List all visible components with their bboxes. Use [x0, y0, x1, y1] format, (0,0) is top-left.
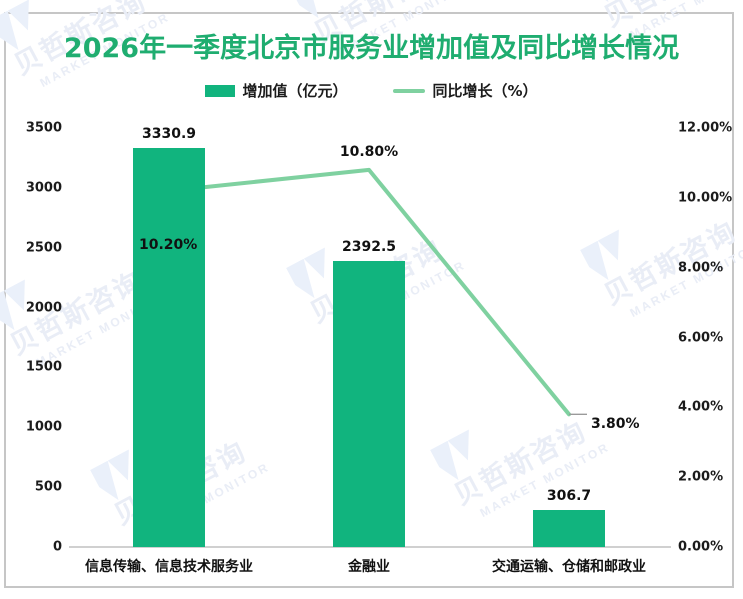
legend-line-swatch-icon: [393, 88, 426, 93]
x-axis-label-1: 信息传输、信息技术服务业: [85, 559, 253, 575]
watermark-logo-icon: [290, 0, 348, 23]
left-axis-labels: 0 500 1000 1500 2000 2500 3000 3500: [8, 121, 62, 555]
plot-area: 3330.9 2392.5 306.7 10.20% 10.80% 3.80%: [69, 126, 669, 547]
left-axis-tick: 0: [52, 539, 62, 555]
legend-item-bar[interactable]: 增加值（亿元）: [205, 80, 347, 101]
growth-value-label-1: 10.20%: [139, 236, 198, 253]
left-axis-tick: 500: [34, 479, 62, 495]
x-axis-category-labels: 信息传输、信息技术服务业 金融业 交通运输、仓储和邮政业: [69, 556, 671, 586]
right-axis-tick: 12.00%: [678, 120, 733, 136]
right-axis-tick: 4.00%: [678, 399, 724, 415]
left-axis-tick: 3000: [25, 180, 62, 196]
x-axis-label-3: 交通运输、仓储和邮政业: [492, 559, 646, 575]
x-axis-label-2: 金融业: [348, 559, 390, 575]
bar-value-label-3: 306.7: [546, 488, 592, 505]
left-axis-tick: 1500: [25, 359, 62, 375]
legend-bar-swatch-icon: [205, 84, 236, 97]
right-axis-tick: 0.00%: [678, 539, 724, 555]
bar-2[interactable]: [333, 260, 405, 547]
growth-value-label-2: 10.80%: [339, 143, 399, 160]
left-axis-tick: 2000: [25, 300, 62, 316]
x-axis-line: [69, 546, 671, 548]
left-axis-tick: 3500: [25, 120, 62, 136]
bar-1[interactable]: [133, 148, 205, 547]
left-axis-tick: 2500: [25, 240, 62, 256]
chart-title: 2026年一季度北京市服务业增加值及同比增长情况: [63, 33, 680, 64]
chart-legend: 增加值（亿元） 同比增长（%）: [0, 80, 743, 101]
legend-item-line[interactable]: 同比增长（%）: [393, 80, 538, 101]
bar-3[interactable]: [533, 510, 605, 547]
watermark-logo-icon: [580, 0, 638, 7]
right-axis-labels: 0.00% 2.00% 4.00% 6.00% 8.00% 10.00% 12.00%: [678, 121, 738, 555]
bar-value-label-1: 3330.9: [141, 126, 197, 143]
left-axis-tick: 1000: [25, 419, 62, 435]
legend-label-bar: 增加值（亿元）: [242, 82, 348, 100]
right-axis-tick: 8.00%: [678, 260, 724, 276]
growth-line-path: [167, 167, 571, 417]
right-axis-tick: 6.00%: [678, 330, 724, 345]
right-axis-tick: 10.00%: [678, 190, 733, 206]
bar-value-label-2: 2392.5: [341, 238, 397, 255]
right-axis-tick: 2.00%: [678, 469, 724, 485]
legend-label-line: 同比增长（%）: [432, 82, 538, 100]
growth-value-label-3: 3.80%: [591, 416, 640, 433]
